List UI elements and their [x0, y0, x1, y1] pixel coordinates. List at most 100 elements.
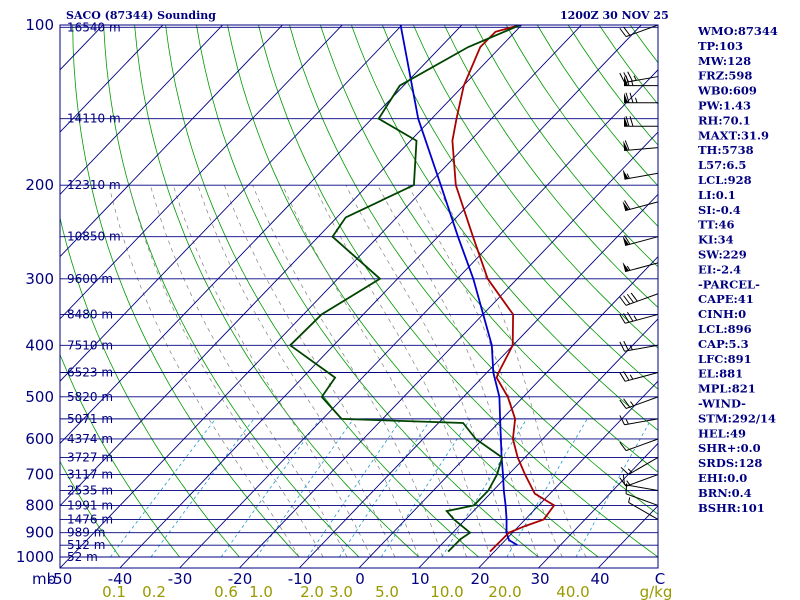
pressure-tick-label: 200: [25, 176, 54, 194]
isotherm: [119, 25, 642, 568]
isotherm: [60, 25, 403, 382]
height-label: 52 m: [67, 550, 98, 564]
sounding-index: TT:46: [698, 218, 735, 232]
temperature-tick-label: -20: [228, 570, 253, 588]
isotherm: [538, 442, 658, 568]
wind-half-feather: [629, 344, 633, 351]
wind-pennant: [622, 169, 629, 180]
height-label: 2535 m: [67, 484, 113, 498]
wind-barb-staff: [625, 474, 659, 487]
sounding-index: LCL:896: [698, 322, 752, 336]
pressure-unit-label: mb: [32, 570, 56, 588]
isotherm: [60, 25, 523, 507]
wind-barb: [622, 169, 659, 180]
wind-pennant: [624, 92, 628, 103]
wind-half-feather: [626, 265, 631, 271]
wind-barb: [622, 200, 659, 212]
isotherm: [179, 69, 658, 568]
pressure-tick-label: 100: [25, 16, 54, 34]
sounding-index: LCL:928: [698, 173, 752, 187]
wind-feather: [630, 292, 638, 302]
height-label: 1991 m: [67, 498, 113, 512]
wind-feather: [629, 92, 634, 103]
wind-feather: [626, 312, 634, 322]
wind-barb: [628, 497, 659, 520]
mixing-ratio-label: g/kg: [640, 583, 673, 600]
wind-half-feather: [631, 80, 634, 86]
sounding-index: CAP:5.3: [698, 337, 749, 351]
temperature-tick-label: 30: [530, 570, 549, 588]
height-label: 16540 m: [67, 20, 121, 34]
isotherm: [60, 25, 463, 445]
profile-layer: [288, 25, 556, 553]
wind-barb-staff: [624, 418, 659, 426]
isotherm: [478, 380, 658, 568]
sounding-index: SW:229: [698, 248, 747, 262]
wind-barb: [619, 24, 659, 38]
wind-feather: [619, 441, 627, 451]
sounding-index: TH:5738: [698, 143, 754, 157]
isotherm: [239, 131, 658, 568]
wind-feather: [623, 313, 630, 323]
parcel-trace: [399, 25, 518, 546]
wind-pennant: [624, 75, 628, 86]
sounding-index: RH:70.1: [698, 113, 751, 127]
mixing-ratio-line: [150, 418, 255, 558]
wind-barb-staff: [624, 76, 659, 83]
wind-feather: [623, 26, 631, 36]
wind-half-feather: [625, 419, 629, 425]
mixing-ratio-label: 5.0: [375, 583, 399, 600]
moist-adiabat: [282, 184, 467, 558]
wind-half-feather: [635, 97, 638, 103]
height-label: 3117 m: [67, 468, 113, 482]
temperature-tick-label: 20: [470, 570, 489, 588]
wind-barb: [619, 292, 659, 306]
wind-feather: [619, 314, 626, 324]
wind-barb: [625, 483, 659, 506]
wind-barb: [619, 415, 659, 426]
sounding-index: FRZ:598: [698, 69, 752, 83]
wind-feather: [619, 341, 625, 352]
wind-pennant: [622, 200, 630, 211]
wind-feather: [623, 398, 631, 408]
temperature-tick-label: -30: [168, 570, 193, 588]
sounding-index: MW:128: [698, 54, 751, 68]
isotherm: [60, 25, 224, 196]
wind-barb-staff: [625, 262, 659, 273]
sounding-index: CAPE:41: [698, 292, 754, 306]
wind-half-feather: [627, 468, 633, 473]
isotherm: [60, 25, 343, 320]
wind-feather: [619, 415, 625, 426]
height-label: 12310 m: [67, 178, 121, 192]
wind-feather: [624, 235, 631, 245]
isotherm: [358, 255, 658, 568]
wind-barb-staff: [624, 344, 659, 352]
wind-feather: [623, 340, 629, 351]
wind-feather: [629, 116, 634, 127]
sounding-index: SI:-0.4: [698, 203, 741, 217]
temperature-tick-label: -10: [288, 570, 313, 588]
wind-barb-staff: [624, 147, 659, 152]
wind-feather: [619, 372, 626, 382]
height-label: 989 m: [67, 526, 105, 540]
grid-layer: [60, 25, 658, 568]
sounding-index: MAXT:31.9: [698, 128, 769, 142]
mixing-ratio-line: [110, 418, 216, 558]
wind-feather: [620, 466, 629, 475]
temperature-tick-label: 0: [355, 570, 365, 588]
height-label: 5071 m: [67, 412, 113, 426]
isotherm: [60, 25, 284, 258]
wind-half-feather: [633, 75, 637, 81]
wind-barb-staff: [625, 24, 659, 38]
wind-barb: [620, 457, 659, 475]
wind-feather: [625, 92, 630, 103]
pressure-tick-label: 500: [25, 388, 54, 406]
sounding-index: KI:34: [698, 233, 734, 247]
wind-feather: [623, 371, 630, 381]
wind-pennant: [622, 262, 630, 272]
height-label: 5820 m: [67, 390, 113, 404]
sounding-index: WMO:87344: [697, 24, 778, 38]
wind-barb: [624, 116, 658, 127]
wind-feather: [619, 296, 627, 306]
